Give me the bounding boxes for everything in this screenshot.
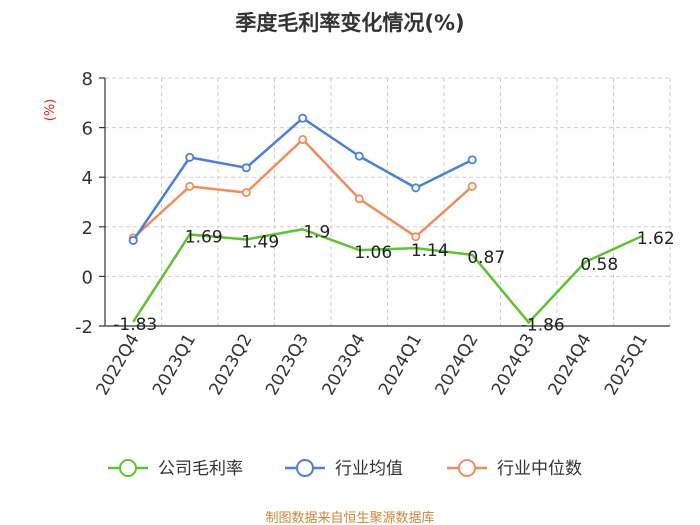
legend-marker — [119, 459, 137, 477]
y-tick-label: 4 — [82, 168, 93, 189]
data-point — [298, 113, 308, 123]
data-point — [128, 235, 138, 245]
series-line-0 — [132, 228, 643, 324]
data-point — [354, 194, 364, 204]
x-tick-label: 2022Q4 — [93, 331, 144, 399]
source-note: 制图数据来自恒生聚源数据库 — [265, 510, 434, 525]
legend-label: 公司毛利率 — [158, 459, 243, 479]
x-tick-label: 2024Q1 — [375, 331, 426, 399]
data-label: 1.9 — [303, 222, 330, 242]
data-label: -1.83 — [113, 315, 157, 335]
legend-label: 行业中位数 — [497, 459, 582, 479]
data-point — [467, 181, 477, 191]
x-tick-label: 2023Q3 — [262, 331, 313, 399]
data-label: 1.62 — [637, 229, 675, 249]
data-point — [241, 163, 251, 173]
series — [128, 113, 643, 324]
x-tick-label: 2025Q1 — [601, 331, 652, 399]
x-tick-label: 2023Q1 — [149, 331, 200, 399]
legend-item-0[interactable]: 公司毛利率 — [108, 459, 243, 479]
x-tick-label: 2024Q3 — [488, 331, 539, 399]
data-point — [241, 188, 251, 198]
x-tick-label: 2024Q2 — [432, 331, 483, 399]
legend-label: 行业均值 — [335, 459, 403, 479]
data-point — [467, 155, 477, 165]
x-tick-label: 2023Q4 — [319, 331, 370, 399]
chart-title: 季度毛利率变化情况(%) — [235, 11, 464, 35]
x-tick-label: 2023Q2 — [206, 331, 257, 399]
data-point — [185, 152, 195, 162]
legend-item-1[interactable]: 行业均值 — [285, 459, 403, 479]
legend-marker — [458, 459, 476, 477]
data-point — [185, 181, 195, 191]
data-label: 1.06 — [354, 243, 392, 263]
y-tick-label: 0 — [82, 267, 93, 288]
y-axis-unit: (%) — [43, 99, 58, 122]
data-point — [298, 135, 308, 145]
y-tick-label: 6 — [82, 119, 93, 140]
y-tick-label: 2 — [82, 218, 93, 239]
legend[interactable]: 公司毛利率 行业均值 行业中位数 — [108, 459, 582, 479]
y-tick-label: 8 — [82, 69, 93, 90]
data-label: 0.87 — [467, 248, 505, 268]
x-tick-label: 2024Q4 — [545, 331, 596, 399]
data-label: 1.69 — [185, 227, 223, 247]
legend-marker — [296, 459, 314, 477]
data-point — [411, 183, 421, 193]
data-labels: -1.83 1.69 1.49 1.9 1.06 1.14 0.87 -1.86 0.58 1.6… — [113, 222, 674, 335]
data-point — [411, 232, 421, 242]
data-point — [354, 151, 364, 161]
data-label: -1.86 — [521, 316, 565, 336]
y-tick-label: -2 — [75, 317, 93, 338]
grid — [105, 77, 671, 327]
legend-item-2[interactable]: 行业中位数 — [447, 459, 582, 479]
data-label: 1.14 — [411, 241, 449, 261]
data-label: 0.58 — [580, 255, 618, 275]
data-label: 1.49 — [241, 232, 279, 252]
